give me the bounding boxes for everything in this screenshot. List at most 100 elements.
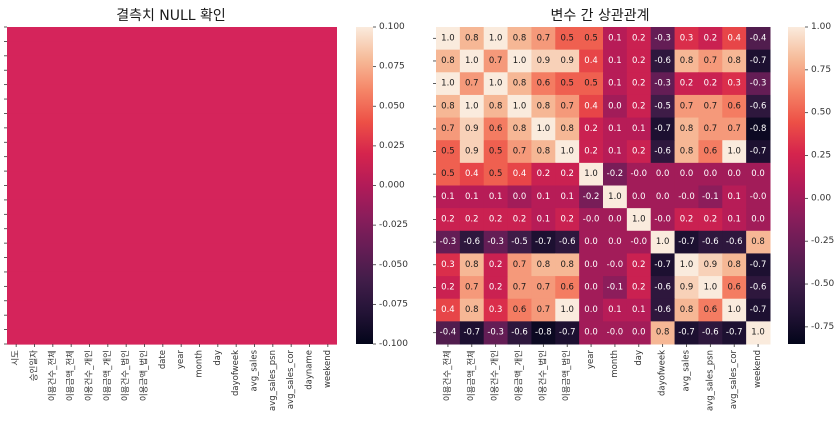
correlation-cell	[483, 185, 509, 209]
null-check-cell-row	[7, 271, 337, 287]
correlation-cell-label: 0.1	[727, 214, 741, 224]
correlation-cell-label: 0.1	[608, 147, 622, 157]
correlation-cell	[698, 230, 723, 254]
correlation-cell-label: -0.7	[750, 305, 767, 315]
correlation-cell	[650, 72, 676, 96]
null-check-x-tick-label: 이용금액_개인	[102, 350, 113, 401]
correlation-cell	[459, 117, 485, 141]
correlation-cell	[603, 321, 628, 345]
correlation-cell	[746, 117, 771, 141]
correlation-cell-label: -0.7	[750, 56, 767, 66]
correlation-cell-label: -0.7	[726, 328, 743, 338]
correlation-cell	[483, 208, 509, 232]
correlation-cell-label: 0.8	[441, 56, 455, 66]
correlation-cell	[483, 94, 509, 119]
correlation-cell	[674, 27, 699, 51]
correlation-cell	[579, 230, 604, 254]
correlation-cell	[746, 298, 771, 322]
correlation-cell-label: -0.7	[463, 328, 480, 338]
correlation-heatmap: 변수 간 상관관계 1.0 0.8 1.0 0.8 0.7 0.5 0.5 0.1 0.2 -0.…	[433, 8, 771, 411]
correlation-cell-label: 1.0	[656, 237, 670, 247]
correlation-cell-label: 0.8	[680, 147, 694, 157]
correlation-cell-label: 0.8	[751, 237, 765, 247]
correlation-cell	[674, 117, 699, 141]
correlation-cell	[459, 276, 485, 300]
null-check-cell-row	[7, 199, 337, 215]
correlation-cell	[722, 72, 747, 96]
colorbar-tick-label: 1.00	[811, 22, 831, 32]
correlation-cell-label: 0.1	[608, 56, 622, 66]
null-check-cell-row	[7, 127, 337, 143]
correlation-cell	[507, 298, 532, 322]
correlation-cell	[626, 298, 652, 322]
correlation-cell-label: 1.0	[680, 260, 694, 270]
colorbar-tick-label: -0.50	[811, 279, 835, 289]
correlation-cell	[579, 208, 604, 232]
correlation-cell-label: -0.3	[487, 328, 504, 338]
correlation-cell	[579, 253, 604, 277]
correlation-x-tick-label: 이용건수_전체	[442, 350, 453, 401]
correlation-cell-label: 1.0	[704, 282, 718, 292]
correlation-cell	[436, 208, 461, 232]
correlation-cell-label: 0.7	[704, 56, 718, 66]
correlation-cell-label: 0.1	[608, 79, 622, 89]
correlation-cell	[507, 72, 532, 96]
correlation-cell-label: -0.2	[583, 192, 600, 202]
correlation-cell	[746, 208, 771, 232]
correlation-cell-label: -0.4	[440, 328, 457, 338]
correlation-cell	[436, 140, 461, 164]
correlation-cell-label: -0.2	[607, 169, 624, 179]
correlation-cell	[674, 253, 699, 277]
correlation-cell-label: -0.6	[463, 237, 480, 247]
correlation-cell	[579, 72, 604, 96]
correlation-cell	[507, 49, 532, 73]
colorbar-tick-label: 0.000	[379, 181, 405, 191]
correlation-cell	[436, 49, 461, 73]
null-check-cell-row	[7, 41, 337, 57]
correlation-cell-label: 1.0	[537, 124, 551, 134]
correlation-x-tick-label: 이용건수_개인	[490, 350, 501, 401]
correlation-cell-label: -0.6	[654, 282, 671, 292]
null-check-x-tick-label: 이용건수_법인	[120, 350, 131, 401]
correlation-colorbar: 1.00 0.75 0.50 0.25 0.00 -0.25 -0.50 -0.75	[788, 22, 835, 344]
correlation-cell	[650, 298, 676, 322]
correlation-cell	[555, 72, 580, 96]
correlation-cell	[603, 298, 628, 322]
correlation-cell-label: 0.2	[584, 147, 598, 157]
correlation-cell-label: 0.2	[632, 147, 646, 157]
correlation-cell-label: -0.6	[750, 101, 767, 111]
correlation-cell	[483, 230, 509, 254]
correlation-cell-label: -0.0	[678, 192, 695, 202]
correlation-cell-label: 0.1	[441, 192, 455, 202]
correlation-cell	[674, 230, 699, 254]
correlation-cell-label: 0.0	[584, 237, 598, 247]
correlation-cell	[579, 162, 604, 186]
correlation-cell-label: -0.7	[750, 260, 767, 270]
correlation-cell	[722, 117, 747, 141]
correlation-cell-label: 0.4	[584, 101, 598, 111]
correlation-cell	[722, 185, 747, 209]
correlation-cell-label: 0.0	[680, 169, 694, 179]
correlation-cell	[674, 94, 699, 119]
correlation-cell-label: 0.9	[680, 282, 694, 292]
correlation-cell-label: -0.5	[511, 237, 528, 247]
correlation-cell-label: -0.0	[750, 192, 767, 202]
correlation-cell-label: 0.7	[489, 56, 503, 66]
correlation-cell-label: 0.0	[656, 169, 670, 179]
correlation-cell-label: 0.9	[465, 147, 479, 157]
correlation-cell	[746, 140, 771, 164]
null-check-cell-row	[7, 156, 337, 172]
correlation-cell	[626, 72, 652, 96]
correlation-cell	[650, 94, 676, 119]
correlation-cell	[722, 94, 747, 119]
correlation-cell-label: 0.5	[560, 79, 574, 89]
correlation-cell-label: 0.0	[727, 169, 741, 179]
correlation-cell-label: 0.0	[751, 169, 765, 179]
correlation-cell-label: 0.1	[608, 124, 622, 134]
null-check-x-tick-label: 이용건수_개인	[84, 350, 95, 401]
null-check-x-tick-label: year	[176, 350, 186, 369]
correlation-cell	[698, 208, 723, 232]
correlation-cell-label: -0.0	[630, 169, 647, 179]
null-check-cell-row	[7, 315, 337, 331]
null-check-colorbar-bar	[356, 27, 373, 344]
